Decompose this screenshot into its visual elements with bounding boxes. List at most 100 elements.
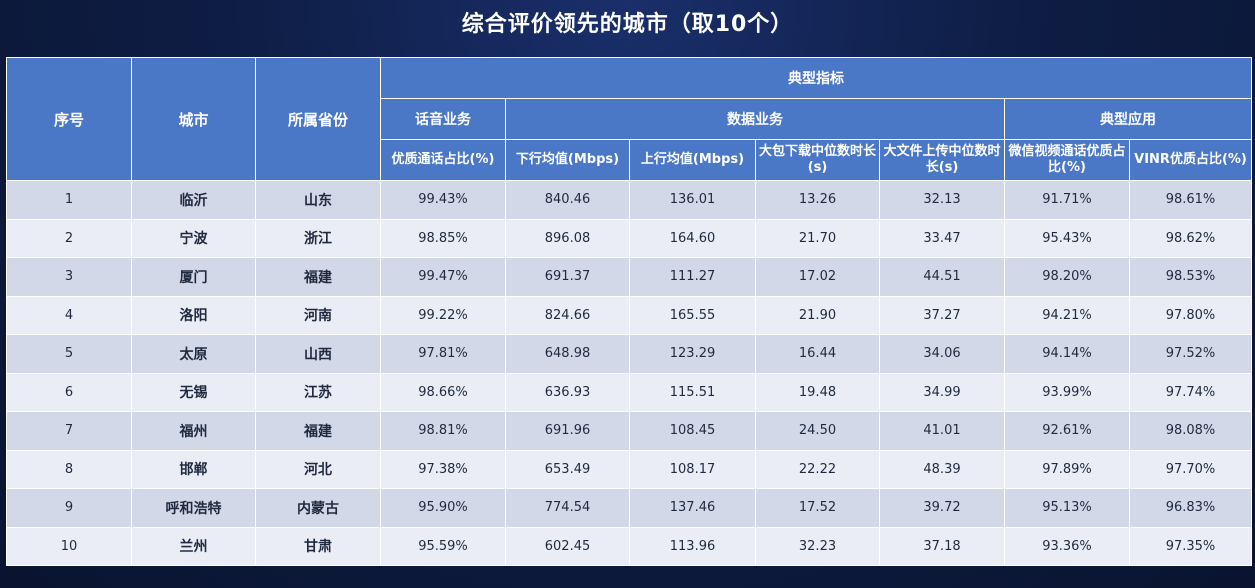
cell-downlink-avg: 602.45: [505, 526, 630, 566]
cell-seq: 8: [6, 449, 132, 489]
cell-large-upload: 37.27: [879, 295, 1005, 335]
header-downlink-avg: 下行均值(Mbps): [505, 139, 630, 181]
cell-large-download: 22.22: [755, 449, 880, 489]
page-title: 综合评价领先的城市（取10个）: [461, 12, 794, 37]
cell-voice-quality: 97.81%: [380, 334, 506, 374]
table-row: 10 兰州 甘肃 95.59% 602.45 113.96 32.23 37.18 93.36%…: [6, 526, 1253, 566]
header-data-service: 数据业务: [505, 98, 1005, 140]
cell-province: 浙江: [255, 218, 381, 258]
cell-large-download: 17.02: [755, 257, 880, 297]
cell-large-upload: 41.01: [879, 411, 1005, 451]
cell-vinr: 98.53%: [1128, 257, 1253, 297]
cell-seq: 1: [6, 180, 132, 220]
cell-uplink-avg: 108.17: [629, 449, 756, 489]
cell-uplink-avg: 111.27: [629, 257, 756, 297]
cell-voice-quality: 98.81%: [380, 411, 506, 451]
header-uplink-avg: 上行均值(Mbps): [629, 139, 756, 181]
table-row: 6 无锡 江苏 98.66% 636.93 115.51 19.48 34.99 93.99% 9…: [6, 372, 1253, 412]
cell-vinr: 97.70%: [1128, 449, 1253, 489]
cell-voice-quality: 97.38%: [380, 449, 506, 489]
cell-large-download: 13.26: [755, 180, 880, 220]
cell-province: 山西: [255, 334, 381, 374]
cell-wechat-video: 95.43%: [1004, 218, 1130, 258]
cell-large-download: 24.50: [755, 411, 880, 451]
cell-wechat-video: 92.61%: [1004, 411, 1130, 451]
cell-voice-quality: 95.90%: [380, 488, 506, 528]
cell-wechat-video: 98.20%: [1004, 257, 1130, 297]
cell-large-upload: 39.72: [879, 488, 1005, 528]
cell-large-upload: 48.39: [879, 449, 1005, 489]
table-row: 1 临沂 山东 99.43% 840.46 136.01 13.26 32.13 91.71% 9…: [6, 180, 1253, 220]
cell-uplink-avg: 136.01: [629, 180, 756, 220]
cell-city: 临沂: [131, 180, 256, 220]
cell-province: 甘肃: [255, 526, 381, 566]
header-large-upload: 大文件上传中位数时长(s): [879, 139, 1005, 181]
cell-province: 福建: [255, 257, 381, 297]
cell-downlink-avg: 691.37: [505, 257, 630, 297]
cell-vinr: 97.80%: [1128, 295, 1253, 335]
cell-seq: 2: [6, 218, 132, 258]
table-body: 1 临沂 山东 99.43% 840.46 136.01 13.26 32.13 91.71% 9…: [6, 180, 1253, 566]
table-row: 3 厦门 福建 99.47% 691.37 111.27 17.02 44.51 98.20% 9…: [6, 257, 1253, 297]
cell-seq: 5: [6, 334, 132, 374]
cell-vinr: 97.52%: [1128, 334, 1253, 374]
cell-large-download: 21.90: [755, 295, 880, 335]
cell-uplink-avg: 115.51: [629, 372, 756, 412]
cell-large-download: 19.48: [755, 372, 880, 412]
cell-large-download: 21.70: [755, 218, 880, 258]
cell-province: 福建: [255, 411, 381, 451]
cell-wechat-video: 94.21%: [1004, 295, 1130, 335]
cell-large-upload: 33.47: [879, 218, 1005, 258]
cell-downlink-avg: 636.93: [505, 372, 630, 412]
cell-seq: 6: [6, 372, 132, 412]
cell-voice-quality: 99.47%: [380, 257, 506, 297]
cell-vinr: 98.61%: [1128, 180, 1253, 220]
cell-wechat-video: 97.89%: [1004, 449, 1130, 489]
cell-downlink-avg: 691.96: [505, 411, 630, 451]
cell-vinr: 97.74%: [1128, 372, 1253, 412]
table-row: 2 宁波 浙江 98.85% 896.08 164.60 21.70 33.47 95.43% 9…: [6, 218, 1253, 258]
cell-voice-quality: 99.22%: [380, 295, 506, 335]
cell-voice-quality: 95.59%: [380, 526, 506, 566]
cell-vinr: 98.08%: [1128, 411, 1253, 451]
table-row: 8 邯郸 河北 97.38% 653.49 108.17 22.22 48.39 97.89% 9…: [6, 449, 1253, 489]
header-voice-quality: 优质通话占比(%): [380, 139, 506, 181]
cell-city: 呼和浩特: [131, 488, 256, 528]
header-typical-indicators: 典型指标: [379, 57, 1253, 99]
header-seq: 序号: [6, 57, 132, 181]
cell-downlink-avg: 824.66: [505, 295, 630, 335]
cell-uplink-avg: 164.60: [629, 218, 756, 258]
cell-city: 太原: [131, 334, 256, 374]
cell-wechat-video: 94.14%: [1004, 334, 1130, 374]
cell-city: 厦门: [131, 257, 256, 297]
cell-uplink-avg: 123.29: [629, 334, 756, 374]
table-row: 9 呼和浩特 内蒙古 95.90% 774.54 137.46 17.52 39.72 95.1…: [6, 488, 1253, 528]
cell-province: 山东: [255, 180, 381, 220]
cell-voice-quality: 99.43%: [380, 180, 506, 220]
cell-downlink-avg: 648.98: [505, 334, 630, 374]
cell-large-upload: 34.99: [879, 372, 1005, 412]
table-row: 4 洛阳 河南 99.22% 824.66 165.55 21.90 37.27 94.21% 9…: [6, 295, 1253, 335]
city-ranking-table: 序号 城市 所属省份 典型指标 话音业务 数据业务 典型应用 优质通话占比(%)…: [6, 57, 1253, 566]
cell-seq: 3: [6, 257, 132, 297]
cell-wechat-video: 93.36%: [1004, 526, 1130, 566]
cell-city: 兰州: [131, 526, 256, 566]
header-vinr: VINR优质占比(%): [1128, 139, 1253, 181]
cell-seq: 4: [6, 295, 132, 335]
header-wechat-video: 微信视频通话优质占比(%): [1004, 139, 1130, 181]
cell-vinr: 98.62%: [1128, 218, 1253, 258]
cell-seq: 10: [6, 526, 132, 566]
cell-voice-quality: 98.85%: [380, 218, 506, 258]
cell-province: 内蒙古: [255, 488, 381, 528]
cell-large-download: 17.52: [755, 488, 880, 528]
cell-downlink-avg: 653.49: [505, 449, 630, 489]
cell-downlink-avg: 774.54: [505, 488, 630, 528]
cell-seq: 7: [6, 411, 132, 451]
cell-wechat-video: 93.99%: [1004, 372, 1130, 412]
header-voice-service: 话音业务: [380, 98, 506, 140]
table-row: 5 太原 山西 97.81% 648.98 123.29 16.44 34.06 94.14% 9…: [6, 334, 1253, 374]
cell-large-download: 16.44: [755, 334, 880, 374]
cell-downlink-avg: 896.08: [505, 218, 630, 258]
cell-city: 洛阳: [131, 295, 256, 335]
